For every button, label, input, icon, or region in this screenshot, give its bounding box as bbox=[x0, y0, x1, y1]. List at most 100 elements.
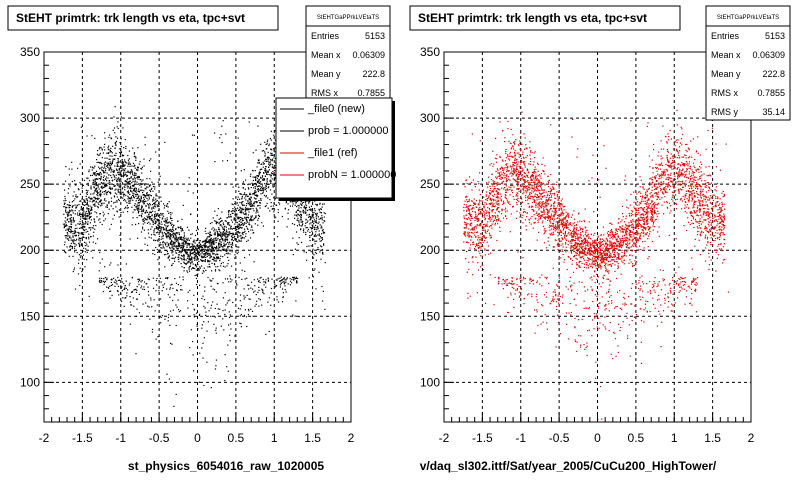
scatter-point bbox=[302, 201, 304, 203]
scatter-point bbox=[232, 208, 234, 210]
scatter-point bbox=[156, 284, 158, 286]
scatter-point bbox=[226, 239, 229, 241]
scatter-point bbox=[177, 258, 179, 260]
scatter-point bbox=[137, 175, 139, 178]
scatter-point bbox=[70, 219, 72, 221]
scatter-point bbox=[314, 243, 316, 245]
scatter-point bbox=[173, 248, 175, 250]
scatter-point bbox=[81, 237, 83, 239]
scatter-point bbox=[239, 322, 241, 324]
scatter-point bbox=[79, 241, 81, 243]
scatter-point bbox=[192, 354, 194, 356]
scatter-point bbox=[156, 214, 158, 216]
scatter-point bbox=[214, 220, 216, 222]
scatter-point bbox=[98, 219, 100, 221]
scatter-point bbox=[214, 238, 216, 240]
scatter-point bbox=[465, 196, 467, 198]
scatter-point bbox=[234, 227, 237, 229]
scatter-point bbox=[96, 159, 98, 161]
scatter-point bbox=[262, 278, 264, 281]
scatter-point bbox=[103, 146, 105, 148]
scatter-point bbox=[322, 231, 324, 233]
scatter-point bbox=[194, 242, 196, 244]
scatter-point bbox=[483, 237, 485, 239]
scatter-point bbox=[201, 297, 203, 300]
scatter-point bbox=[631, 283, 633, 285]
scatter-point bbox=[235, 246, 237, 248]
scatter-point bbox=[470, 222, 472, 225]
scatter-point bbox=[230, 214, 232, 216]
scatter-point bbox=[264, 160, 266, 162]
scatter-point bbox=[258, 289, 260, 291]
scatter-point bbox=[188, 267, 190, 269]
x-tick-label: -1.5 bbox=[72, 431, 93, 445]
scatter-point bbox=[121, 290, 123, 292]
scatter-point bbox=[120, 191, 122, 194]
scatter-point bbox=[306, 227, 308, 229]
scatter-point bbox=[220, 245, 222, 247]
scatter-point bbox=[86, 198, 88, 200]
scatter-point bbox=[323, 232, 326, 234]
scatter-point bbox=[215, 223, 218, 225]
scatter-point bbox=[221, 235, 223, 237]
scatter-point bbox=[154, 201, 156, 203]
scatter-point bbox=[200, 246, 202, 248]
scatter-point bbox=[217, 235, 219, 237]
scatter-point bbox=[318, 233, 320, 235]
scatter-point bbox=[157, 209, 160, 211]
scatter-point bbox=[116, 183, 119, 185]
scatter-point bbox=[109, 228, 111, 230]
scatter-point bbox=[162, 212, 164, 215]
scatter-point bbox=[219, 137, 221, 139]
scatter-point bbox=[694, 283, 696, 285]
scatter-point bbox=[252, 232, 254, 234]
scatter-point bbox=[294, 315, 296, 317]
scatter-point bbox=[216, 247, 218, 249]
scatter-point bbox=[494, 205, 496, 207]
scatter-point bbox=[160, 251, 162, 253]
scatter-point bbox=[224, 235, 226, 237]
scatter-point bbox=[228, 222, 230, 224]
scatter-point bbox=[65, 229, 67, 231]
scatter-point bbox=[237, 216, 239, 218]
scatter-point bbox=[124, 161, 126, 163]
scatter-point bbox=[167, 320, 169, 322]
scatter-point bbox=[186, 251, 188, 253]
scatter-point bbox=[178, 261, 180, 263]
scatter-point bbox=[78, 210, 80, 212]
scatter-point bbox=[239, 308, 241, 310]
scatter-point bbox=[259, 185, 261, 187]
scatter-point bbox=[188, 229, 190, 231]
scatter-point bbox=[706, 175, 708, 177]
scatter-point bbox=[220, 325, 222, 327]
scatter-point bbox=[235, 210, 237, 212]
scatter-point bbox=[230, 226, 232, 228]
scatter-point bbox=[170, 229, 172, 231]
scatter-point bbox=[250, 187, 252, 189]
scatter-point bbox=[208, 310, 210, 312]
scatter-point bbox=[527, 172, 529, 174]
scatter-point bbox=[153, 299, 155, 301]
scatter-point bbox=[159, 217, 161, 219]
scatter-point bbox=[638, 222, 640, 225]
scatter-point bbox=[256, 189, 258, 191]
scatter-point bbox=[90, 187, 92, 189]
scatter-point bbox=[209, 279, 211, 281]
scatter-point bbox=[121, 286, 123, 288]
scatter-point bbox=[114, 279, 117, 281]
scatter-point bbox=[165, 220, 167, 222]
scatter-point bbox=[211, 280, 213, 282]
scatter-point bbox=[257, 194, 259, 196]
scatter-point bbox=[187, 249, 189, 251]
scatter-point bbox=[112, 183, 115, 186]
scatter-point bbox=[258, 182, 260, 184]
scatter-point bbox=[502, 160, 504, 162]
scatter-point bbox=[190, 252, 192, 254]
scatter-point bbox=[147, 286, 149, 288]
scatter-point bbox=[242, 204, 244, 206]
scatter-point bbox=[211, 262, 213, 264]
scatter-point bbox=[70, 237, 72, 239]
scatter-point bbox=[248, 284, 250, 286]
scatter-point bbox=[118, 178, 120, 180]
scatter-point bbox=[158, 290, 160, 292]
